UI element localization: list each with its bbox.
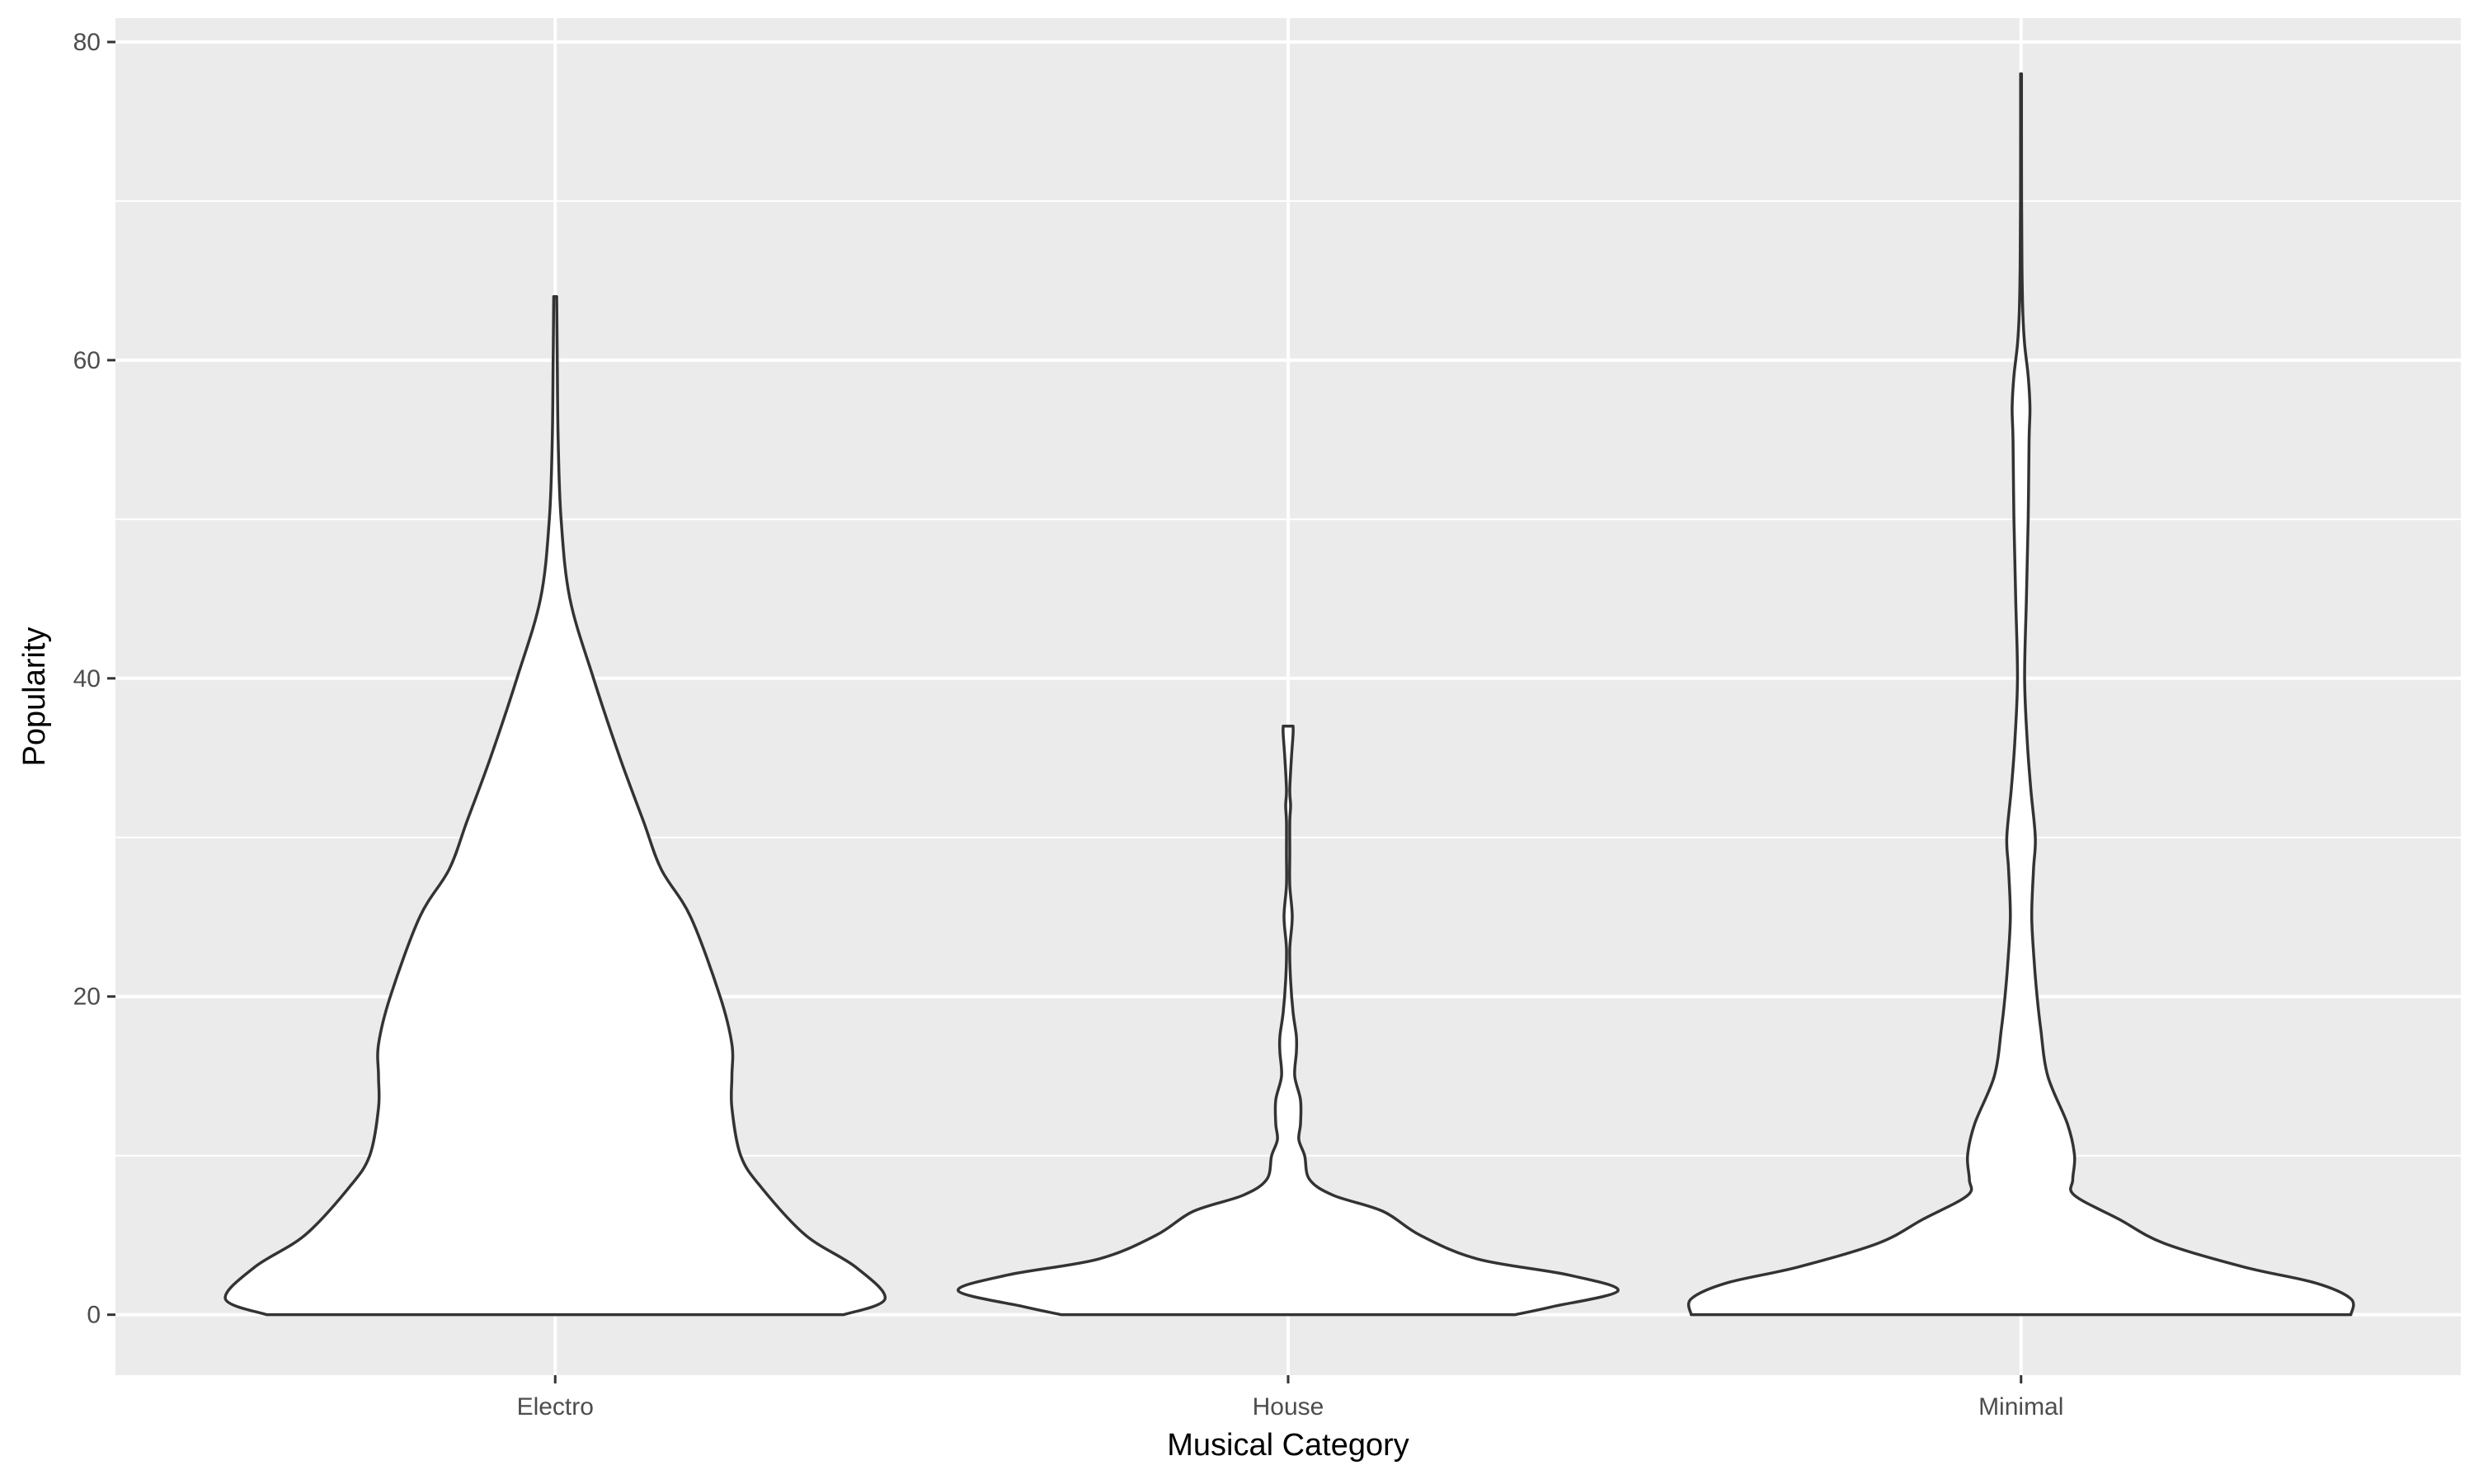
violin-house — [957, 724, 1620, 1317]
y-axis: 0 20 40 60 80 — [73, 29, 115, 1329]
violin-electro — [223, 294, 887, 1317]
y-tick-label: 60 — [73, 347, 101, 374]
x-axis: Electro House Minimal — [517, 1375, 2063, 1421]
y-tick-label: 80 — [73, 29, 101, 56]
x-tick-label-minimal: Minimal — [1978, 1393, 2063, 1421]
y-tick-label: 20 — [73, 984, 101, 1011]
y-axis-title: Popularity — [17, 627, 52, 767]
x-axis-title: Musical Category — [1167, 1428, 1409, 1463]
x-tick-label-house: House — [1253, 1393, 1324, 1421]
y-tick-label: 0 — [87, 1302, 101, 1329]
y-tick-label: 40 — [73, 665, 101, 693]
violin-group — [223, 72, 2355, 1317]
x-tick-label-electro: Electro — [517, 1393, 594, 1421]
violin-minimal — [1686, 72, 2355, 1317]
